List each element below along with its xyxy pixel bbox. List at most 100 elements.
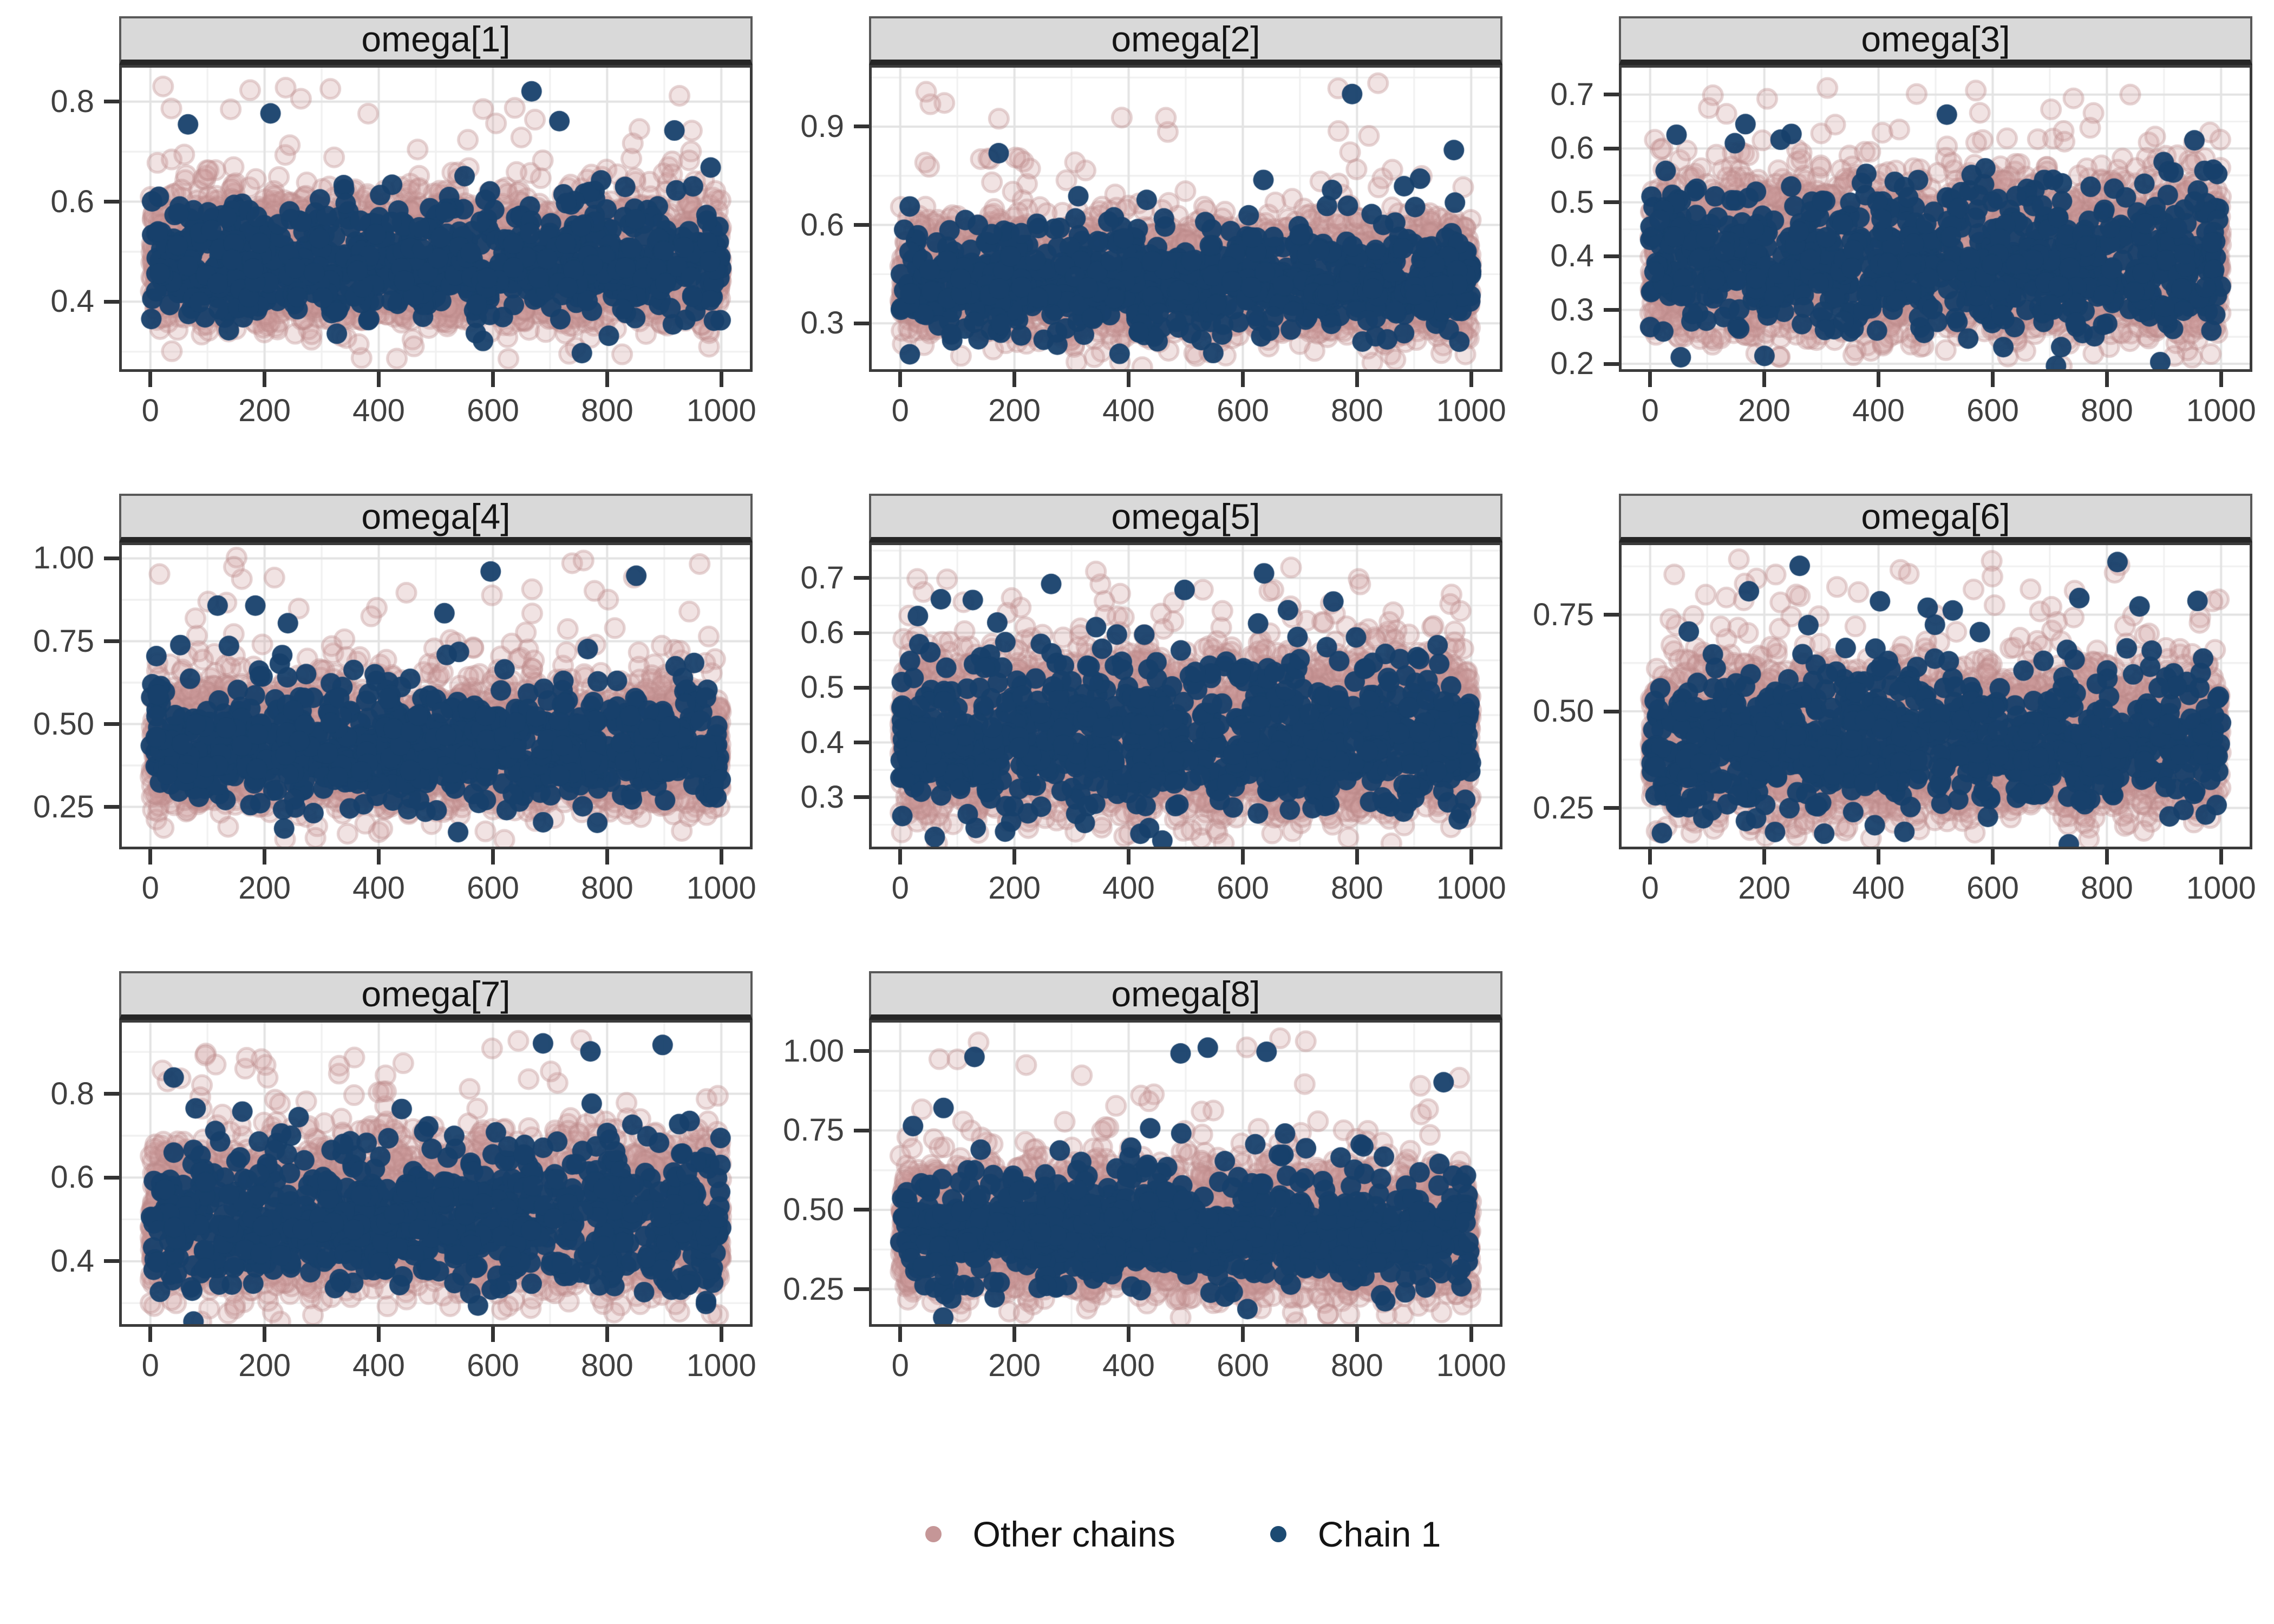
y-tick-mark <box>1604 362 1619 366</box>
y-tick-mark <box>854 1128 869 1132</box>
x-tick-mark <box>1648 849 1652 865</box>
plot-panel <box>869 1020 1502 1327</box>
y-tick-label: 0.75 <box>1533 597 1594 632</box>
x-tick-label: 1000 <box>686 870 756 906</box>
facet-strip: omega[2] <box>869 16 1502 65</box>
x-tick-mark <box>1990 849 1995 865</box>
trace-canvas <box>872 68 1500 369</box>
x-tick-mark <box>605 372 609 387</box>
x-tick-mark <box>263 849 267 865</box>
x-tick-label: 800 <box>1330 393 1383 428</box>
x-tick-label: 800 <box>580 1348 633 1383</box>
y-tick-mark <box>104 639 119 643</box>
x-tick-mark <box>491 849 495 865</box>
facet-title: omega[8] <box>1111 974 1260 1014</box>
x-tick-mark <box>898 1327 903 1342</box>
x-tick-label: 200 <box>988 870 1041 906</box>
x-tick-mark <box>148 372 153 387</box>
x-tick-label: 400 <box>352 870 405 906</box>
x-tick-mark <box>1355 372 1359 387</box>
y-tick-mark <box>854 1049 869 1053</box>
x-tick-mark <box>1012 1327 1017 1342</box>
x-tick-mark <box>1127 372 1131 387</box>
y-tick-label: 1.00 <box>33 540 94 576</box>
x-tick-label: 400 <box>1102 1348 1155 1383</box>
y-tick-label: 0.7 <box>800 560 844 595</box>
y-tick-label: 0.2 <box>1550 346 1594 382</box>
x-tick-label: 600 <box>467 870 519 906</box>
facet-title: omega[1] <box>361 19 511 59</box>
x-tick-label: 200 <box>238 870 291 906</box>
x-tick-label: 200 <box>1738 393 1791 428</box>
x-tick-mark <box>719 1327 723 1342</box>
x-tick-mark <box>1240 1327 1245 1342</box>
y-tick-label: 0.6 <box>50 1160 94 1195</box>
trace-canvas <box>122 68 750 369</box>
x-tick-label: 400 <box>352 1348 405 1383</box>
x-tick-mark <box>1355 849 1359 865</box>
y-tick-mark <box>104 1092 119 1096</box>
y-tick-mark <box>854 795 869 800</box>
y-tick-label: 0.75 <box>783 1112 844 1148</box>
y-axis: 0.3 0.4 0.5 0.6 0.7 <box>766 542 869 849</box>
x-tick-mark <box>2105 372 2109 387</box>
facet-strip: omega[7] <box>119 971 753 1020</box>
y-tick-label: 0.3 <box>800 779 844 815</box>
y-axis: 0.25 0.50 0.75 1.00 <box>16 540 119 849</box>
x-tick-label: 200 <box>238 1348 291 1383</box>
facet-strip: omega[4] <box>119 494 753 542</box>
y-tick-mark <box>1604 806 1619 810</box>
x-axis: 0 200 400 600 800 1000 <box>119 849 756 906</box>
x-tick-label: 0 <box>141 1348 159 1383</box>
x-tick-label: 1000 <box>2186 393 2256 428</box>
facet-omega-1: omega[1] 0.4 0.6 0.8 0 200 400 600 800 1000 <box>16 16 756 428</box>
x-tick-label: 800 <box>2080 393 2133 428</box>
x-tick-mark <box>2219 849 2223 865</box>
facet-title: omega[7] <box>361 974 511 1014</box>
y-tick-mark <box>854 321 869 325</box>
y-tick-mark <box>854 741 869 745</box>
y-tick-label: 1.00 <box>783 1033 844 1069</box>
y-axis: 0.4 0.6 0.8 <box>16 1020 119 1327</box>
trace-canvas <box>872 545 1500 847</box>
y-tick-mark <box>1604 254 1619 258</box>
plot-panel <box>1619 542 2252 849</box>
x-tick-mark <box>1127 1327 1131 1342</box>
facet-strip: omega[3] <box>1619 16 2252 65</box>
x-tick-label: 600 <box>1217 393 1269 428</box>
x-tick-label: 600 <box>1966 393 2019 428</box>
x-tick-label: 0 <box>141 393 159 428</box>
y-tick-mark <box>1604 200 1619 205</box>
y-tick-label: 0.6 <box>800 207 844 243</box>
x-tick-label: 1000 <box>686 393 756 428</box>
x-tick-label: 200 <box>238 393 291 428</box>
y-tick-mark <box>854 1208 869 1212</box>
x-tick-label: 400 <box>1102 870 1155 906</box>
x-tick-label: 0 <box>1641 393 1659 428</box>
plot-panel <box>119 65 753 372</box>
legend-item-chain-1: Chain 1 <box>1270 1514 1441 1555</box>
x-tick-mark <box>1648 372 1652 387</box>
x-tick-mark <box>719 849 723 865</box>
y-tick-mark <box>104 722 119 726</box>
x-tick-mark <box>719 372 723 387</box>
legend-item-other-chains: Other chains <box>925 1514 1175 1555</box>
y-tick-mark <box>1604 93 1619 97</box>
y-tick-mark <box>104 556 119 560</box>
y-tick-label: 0.4 <box>50 1243 94 1279</box>
y-tick-label: 0.25 <box>33 789 94 824</box>
trace-canvas <box>1622 545 2250 847</box>
legend: Other chains Chain 1 <box>92 1514 2274 1555</box>
y-tick-label: 0.6 <box>800 615 844 651</box>
trace-canvas <box>872 1023 1500 1324</box>
x-axis: 0 200 400 600 800 1000 <box>1619 849 2256 906</box>
x-tick-mark <box>2105 849 2109 865</box>
x-tick-label: 1000 <box>2186 870 2256 906</box>
y-tick-label: 0.4 <box>800 724 844 760</box>
trace-canvas <box>122 545 750 847</box>
x-tick-label: 800 <box>1330 1348 1383 1383</box>
x-tick-mark <box>1012 849 1017 865</box>
facet-grid: omega[1] 0.4 0.6 0.8 0 200 400 600 800 1000 ome… <box>16 16 2256 1383</box>
y-tick-label: 0.9 <box>800 108 844 144</box>
x-tick-label: 600 <box>1217 870 1269 906</box>
